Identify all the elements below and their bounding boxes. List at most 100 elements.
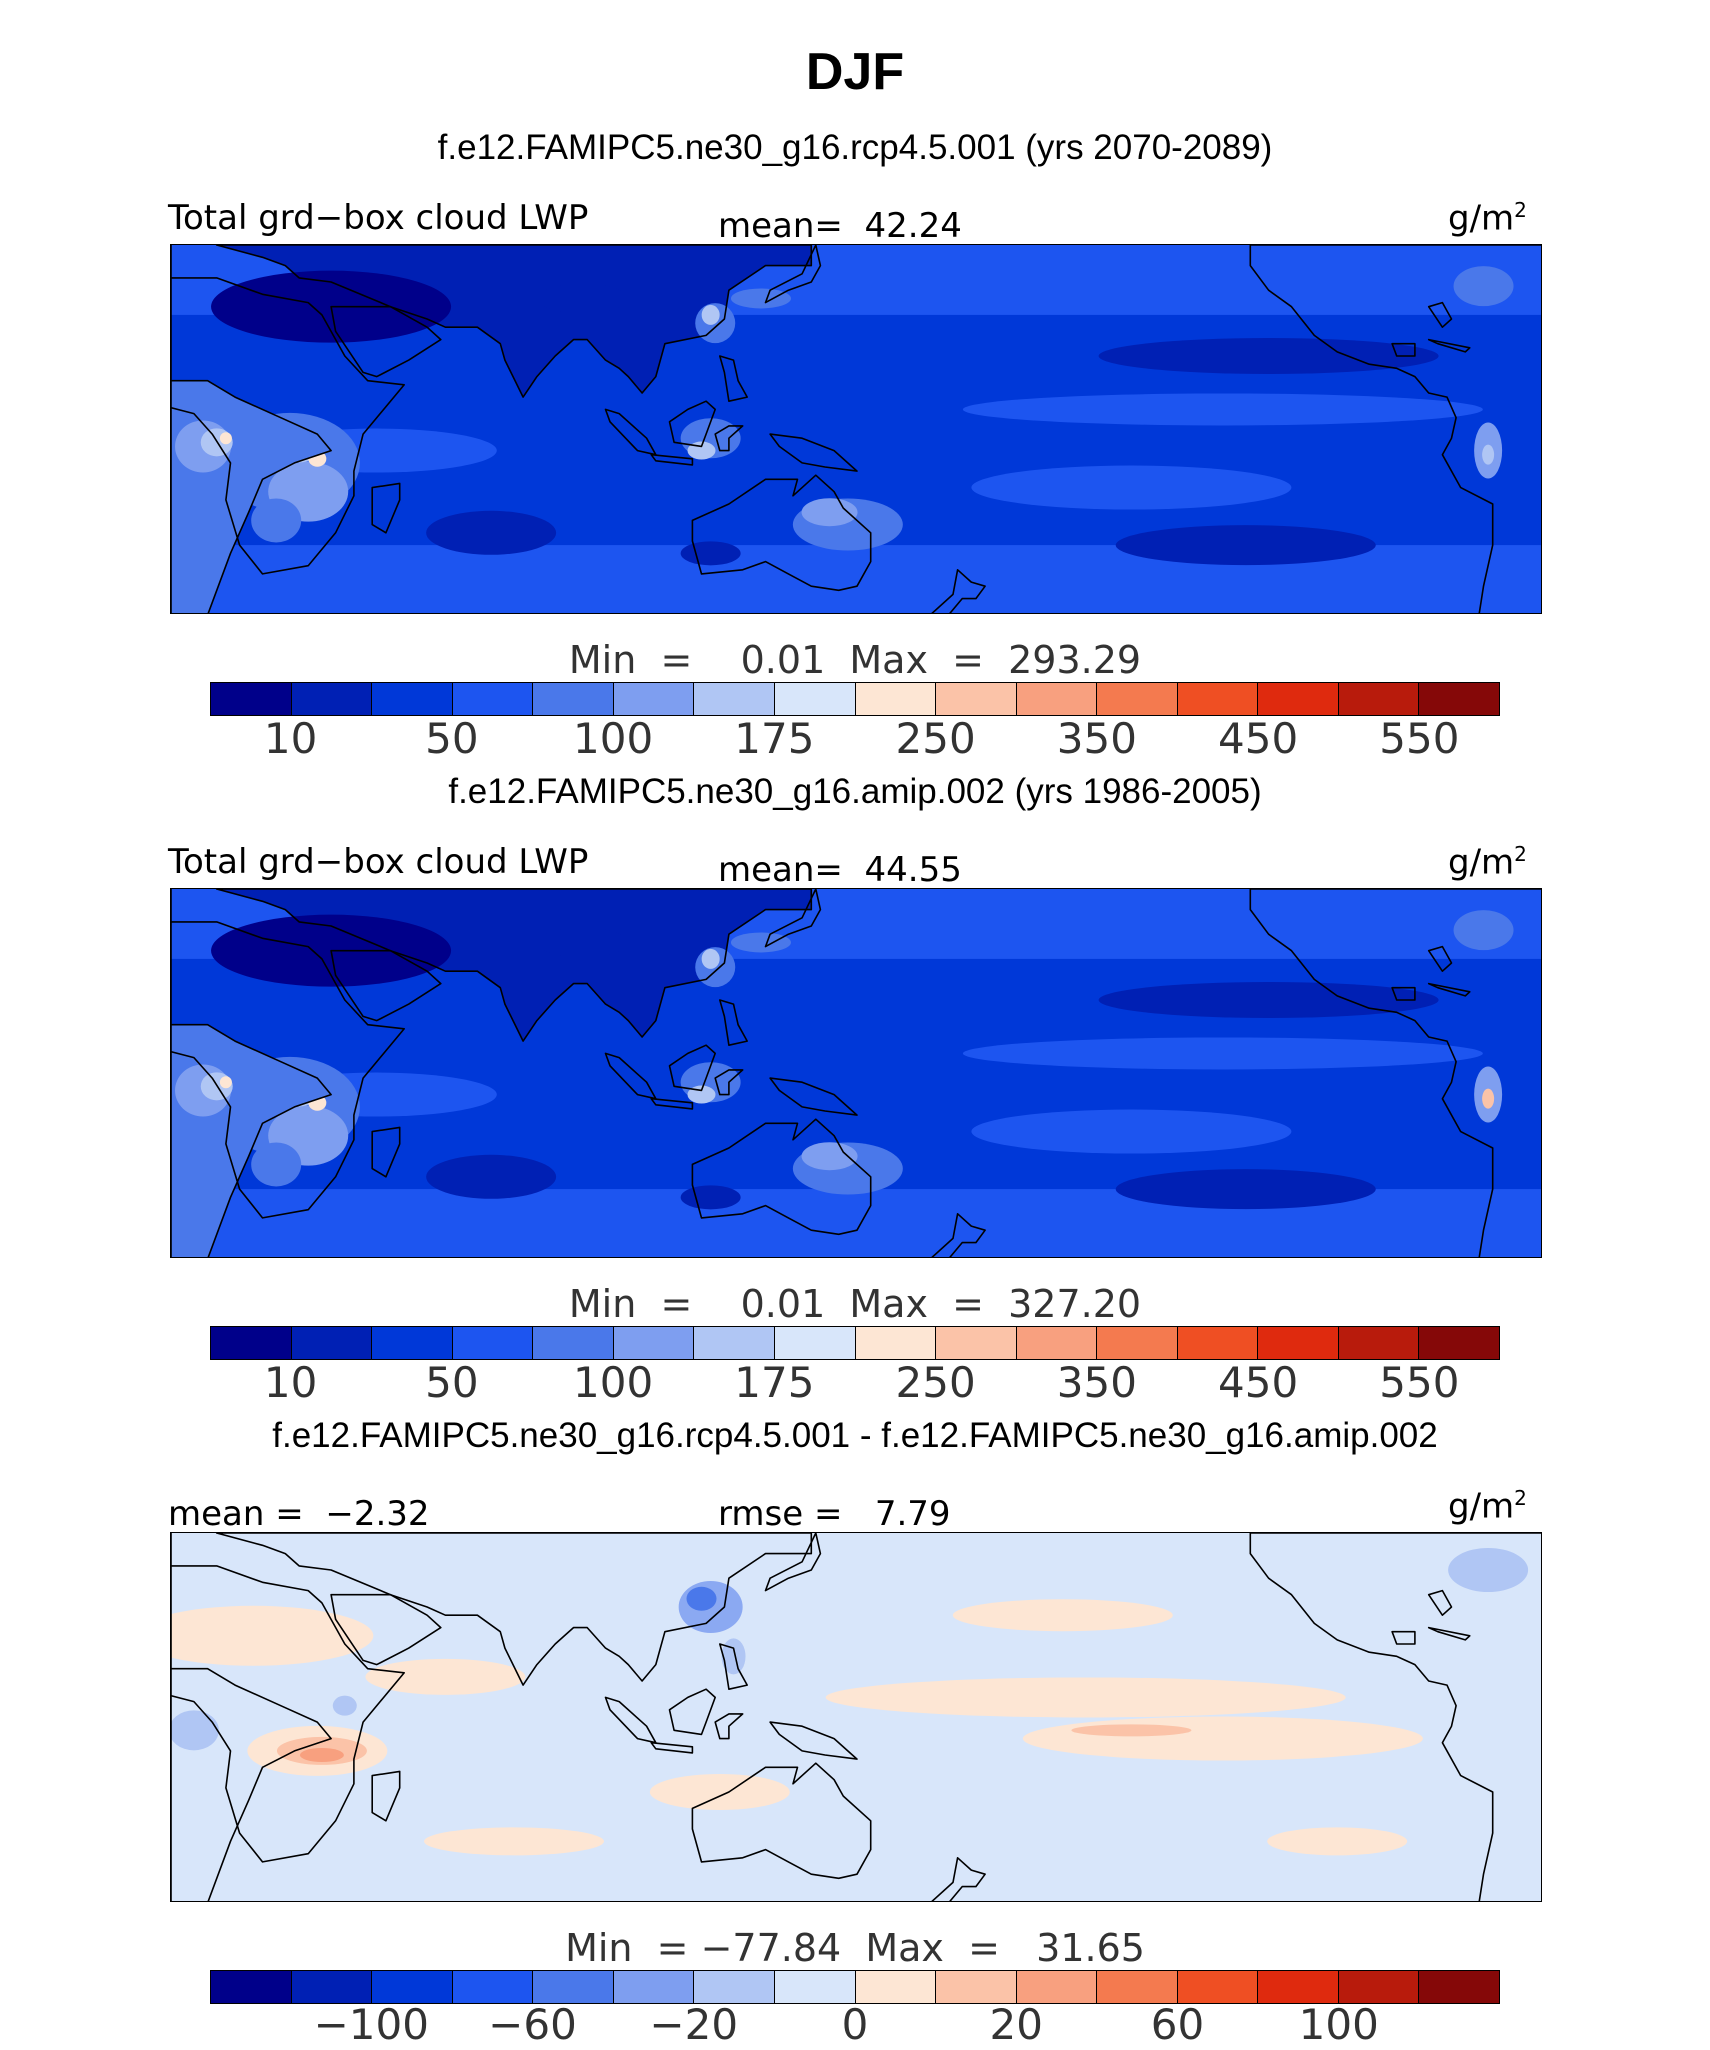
colorbar-tick-label: 100 bbox=[1298, 2000, 1379, 2049]
colorbar-swatch bbox=[1177, 1971, 1259, 2003]
dry-subtropical-region bbox=[426, 1154, 557, 1199]
colorbar-swatch bbox=[211, 683, 292, 715]
philippines-land bbox=[719, 355, 748, 402]
colorbar-swatch bbox=[452, 1327, 534, 1359]
colorbar-tick-label: 550 bbox=[1379, 1358, 1460, 1407]
dry-subtropical-region bbox=[426, 510, 557, 555]
east-asia-cloud-max bbox=[701, 304, 720, 325]
panel-3-case-title: f.e12.FAMIPC5.ne30_g16.rcp4.5.001 - f.e1… bbox=[272, 1416, 1438, 1455]
colorbar-swatch bbox=[1338, 683, 1420, 715]
colorbar-tick-label: 50 bbox=[425, 714, 479, 763]
panel-2-units: g/m2 bbox=[1448, 842, 1527, 883]
north-america-cloud bbox=[1453, 266, 1514, 307]
colorbar-tick-label: 50 bbox=[425, 1358, 479, 1407]
colorbar-swatch bbox=[1097, 1971, 1178, 2003]
colorbar-tick-label: 250 bbox=[895, 714, 976, 763]
negative-anomaly-core bbox=[686, 1586, 717, 1611]
negative-anomaly-region bbox=[332, 1695, 357, 1716]
colorbar-tick-label: 350 bbox=[1056, 1358, 1137, 1407]
panel-2-map bbox=[170, 888, 1542, 1258]
colorbar-swatch bbox=[372, 1327, 453, 1359]
colorbar-swatch bbox=[1419, 1971, 1499, 2003]
colorbar-swatch bbox=[291, 683, 373, 715]
americas-land bbox=[1249, 889, 1541, 1257]
cuba-land bbox=[1427, 338, 1471, 353]
panel-3-mean-label: mean = −2.32 bbox=[168, 1494, 430, 1534]
colorbar-swatch bbox=[936, 1971, 1017, 2003]
panel-1-mean-label: mean= 42.24 bbox=[718, 206, 962, 246]
positive-anomaly-max bbox=[299, 1748, 344, 1762]
arabia-land bbox=[330, 949, 442, 1022]
colorbar-tick-label: 20 bbox=[989, 2000, 1043, 2049]
colorbar-swatch bbox=[452, 683, 534, 715]
brazil-land bbox=[171, 245, 332, 613]
colorbar-swatch bbox=[533, 1327, 614, 1359]
positive-anomaly-region bbox=[1022, 1716, 1423, 1761]
colorbar-swatch bbox=[211, 1327, 292, 1359]
madagascar-land bbox=[371, 1126, 401, 1178]
africa-land bbox=[171, 1565, 405, 1863]
eurasia-land bbox=[215, 245, 813, 398]
arid-asia-region bbox=[537, 283, 628, 314]
colorbar-swatch bbox=[774, 1971, 856, 2003]
panel-3-min-max: Min = −77.84 Max = 31.65 bbox=[565, 1926, 1145, 1970]
madagascar-land bbox=[371, 1770, 401, 1822]
colorbar-swatch bbox=[1338, 1327, 1420, 1359]
panel-2-min-max: Min = 0.01 Max = 327.20 bbox=[568, 1282, 1142, 1326]
australia-cloud-max bbox=[801, 498, 858, 527]
brazil-land bbox=[171, 889, 332, 1257]
panel-3-map bbox=[170, 1532, 1542, 1902]
florida-land bbox=[1427, 1589, 1453, 1616]
andes-cloud-max bbox=[1482, 1088, 1495, 1109]
arabia-land bbox=[330, 1593, 442, 1666]
positive-anomaly-region bbox=[171, 1605, 374, 1666]
australia-cloud-max bbox=[801, 1142, 858, 1171]
colorbar-swatch bbox=[291, 1971, 373, 2003]
positive-anomaly-region bbox=[825, 1677, 1346, 1718]
colorbar-swatch bbox=[1258, 1327, 1339, 1359]
panel-2-colorbar-ticks: 10 50 100 175 250 350 450 550 bbox=[210, 1358, 1500, 1408]
brazil-land bbox=[171, 889, 332, 1257]
colorbar-swatch bbox=[694, 1327, 775, 1359]
dry-subtropical-region bbox=[680, 1185, 741, 1210]
australia-land bbox=[691, 1118, 872, 1236]
java-land bbox=[650, 1097, 694, 1110]
colorbar-tick-label: 100 bbox=[573, 1358, 654, 1407]
colorbar-tick-label: 10 bbox=[263, 1358, 318, 1407]
yucatan-land bbox=[1391, 342, 1416, 357]
japan-land bbox=[764, 1533, 822, 1592]
colorbar-swatch bbox=[774, 1327, 856, 1359]
colorbar-swatch bbox=[372, 683, 453, 715]
colorbar-swatch bbox=[1419, 1327, 1499, 1359]
positive-anomaly-region bbox=[952, 1599, 1173, 1632]
southern-africa-cloud bbox=[251, 1142, 302, 1187]
andes-cloud-max bbox=[1482, 444, 1495, 465]
philippines-land bbox=[719, 1643, 748, 1690]
newzealand-land bbox=[931, 1213, 986, 1257]
colorbar-swatch bbox=[774, 683, 856, 715]
colorbar-swatch bbox=[533, 683, 614, 715]
panel-3-units: g/m2 bbox=[1448, 1486, 1527, 1527]
colorbar-swatch bbox=[1419, 683, 1499, 715]
east-asia-cloud-max bbox=[701, 948, 720, 969]
colorbar-tick-label: −60 bbox=[488, 2000, 577, 2049]
borneo-land bbox=[668, 1688, 716, 1736]
eurasia-land bbox=[215, 1533, 813, 1686]
colorbar-swatch bbox=[694, 1971, 775, 2003]
dry-subtropical-region bbox=[1098, 982, 1439, 1018]
colorbar-tick-label: 60 bbox=[1150, 2000, 1205, 2049]
colorbar-swatch bbox=[291, 1327, 373, 1359]
brazil-land bbox=[171, 1533, 332, 1901]
colorbar-swatch bbox=[613, 683, 695, 715]
panel-1-variable-label: Total grd−box cloud LWP bbox=[168, 198, 589, 238]
colorbar-swatch bbox=[1258, 683, 1339, 715]
colorbar-swatch bbox=[855, 1327, 937, 1359]
newzealand-land bbox=[931, 1857, 986, 1901]
japan-land bbox=[764, 245, 822, 304]
arabia-land bbox=[330, 305, 442, 378]
dry-subtropical-region bbox=[680, 541, 741, 566]
panel-1-colorbar-ticks: 10 50 100 175 250 350 450 550 bbox=[210, 714, 1500, 764]
sulawesi-land bbox=[714, 425, 744, 452]
panel-3-colorbar bbox=[210, 1970, 1500, 2004]
australia-land bbox=[691, 474, 872, 592]
